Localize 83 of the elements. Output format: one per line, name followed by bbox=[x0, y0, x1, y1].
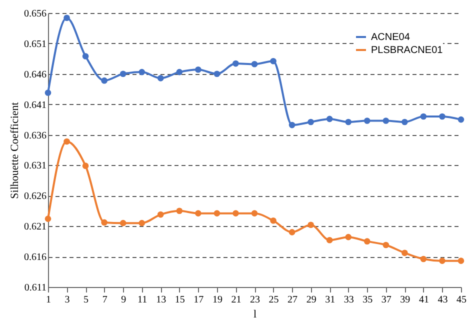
point bbox=[176, 208, 183, 214]
point bbox=[364, 118, 370, 124]
x-tick-label: 39 bbox=[400, 294, 410, 306]
point bbox=[44, 90, 52, 96]
point bbox=[195, 210, 202, 216]
y-axis-title: Silhouette Coefficient bbox=[9, 102, 21, 199]
point bbox=[44, 216, 52, 222]
x-tick-label: 43 bbox=[438, 294, 448, 306]
x-tick-label: 19 bbox=[212, 294, 222, 306]
point bbox=[251, 60, 258, 68]
point bbox=[345, 118, 352, 126]
point bbox=[458, 258, 464, 264]
x-tick-label: 33 bbox=[344, 294, 354, 306]
point bbox=[251, 210, 258, 216]
point bbox=[64, 138, 70, 145]
point bbox=[64, 14, 70, 22]
point bbox=[420, 113, 427, 120]
point bbox=[308, 222, 314, 228]
point bbox=[214, 70, 220, 78]
x-tick-label: 15 bbox=[174, 294, 185, 306]
legend-label: PLSBRACNE01 bbox=[371, 45, 444, 56]
y-tick-label: 0.626 bbox=[24, 191, 46, 202]
point bbox=[402, 118, 408, 126]
x-tick-label: 1 bbox=[46, 294, 51, 306]
point bbox=[120, 220, 126, 226]
y-tick-label: 0.621 bbox=[24, 222, 46, 233]
point bbox=[82, 53, 89, 60]
point bbox=[326, 116, 333, 122]
point bbox=[326, 236, 333, 244]
x-tick-label: 9 bbox=[121, 294, 126, 306]
y-tick-label: 0.656 bbox=[24, 8, 46, 20]
y-tick-label: 0.641 bbox=[24, 100, 46, 111]
point bbox=[364, 238, 370, 244]
y-tick-label: 0.631 bbox=[24, 160, 46, 172]
point bbox=[439, 258, 446, 264]
x-tick-label: 3 bbox=[64, 294, 70, 306]
point bbox=[82, 162, 89, 169]
legend-label: ACNE04 bbox=[371, 32, 410, 43]
point bbox=[345, 234, 352, 240]
x-tick-label: 29 bbox=[306, 294, 316, 306]
x-tick-label: 27 bbox=[288, 294, 298, 306]
x-tick-label: 35 bbox=[362, 294, 373, 306]
y-tick-label: 0.636 bbox=[24, 130, 46, 142]
point bbox=[232, 210, 239, 216]
y-tick-label: 0.611 bbox=[24, 282, 46, 294]
point bbox=[270, 58, 276, 64]
x-tick-label: 7 bbox=[102, 294, 108, 306]
x-tick-label: 25 bbox=[268, 294, 279, 306]
point bbox=[101, 77, 108, 84]
x-tick-label: 17 bbox=[194, 294, 204, 306]
y-tick-label: 0.651 bbox=[24, 38, 46, 50]
x-tick-label: 5 bbox=[84, 294, 89, 306]
point bbox=[458, 116, 464, 123]
point bbox=[101, 219, 108, 226]
point bbox=[214, 210, 220, 216]
x-tick-label: 23 bbox=[250, 294, 260, 306]
point bbox=[402, 250, 408, 256]
point bbox=[138, 220, 146, 226]
x-axis-title: l bbox=[253, 308, 257, 320]
point bbox=[176, 68, 183, 76]
x-tick-label: 31 bbox=[325, 294, 336, 306]
point bbox=[439, 113, 446, 120]
point bbox=[308, 118, 314, 126]
point bbox=[120, 70, 126, 78]
y-tick-label: 0.616 bbox=[24, 252, 46, 264]
x-tick-label: 21 bbox=[231, 294, 242, 306]
x-tick-label: 13 bbox=[156, 294, 166, 306]
point bbox=[157, 211, 164, 218]
point bbox=[138, 68, 146, 76]
point bbox=[288, 229, 296, 236]
y-tick-label: 0.646 bbox=[24, 69, 46, 80]
point bbox=[420, 256, 427, 262]
x-tick-label: 11 bbox=[138, 294, 148, 306]
point bbox=[382, 242, 390, 248]
x-tick-label: 41 bbox=[418, 294, 429, 306]
x-tick-label: 45 bbox=[456, 294, 466, 306]
point bbox=[232, 60, 239, 67]
point bbox=[382, 118, 390, 124]
point bbox=[270, 217, 276, 224]
point bbox=[288, 122, 296, 128]
point bbox=[195, 66, 202, 73]
point bbox=[157, 74, 164, 82]
x-tick-label: 37 bbox=[381, 294, 392, 306]
